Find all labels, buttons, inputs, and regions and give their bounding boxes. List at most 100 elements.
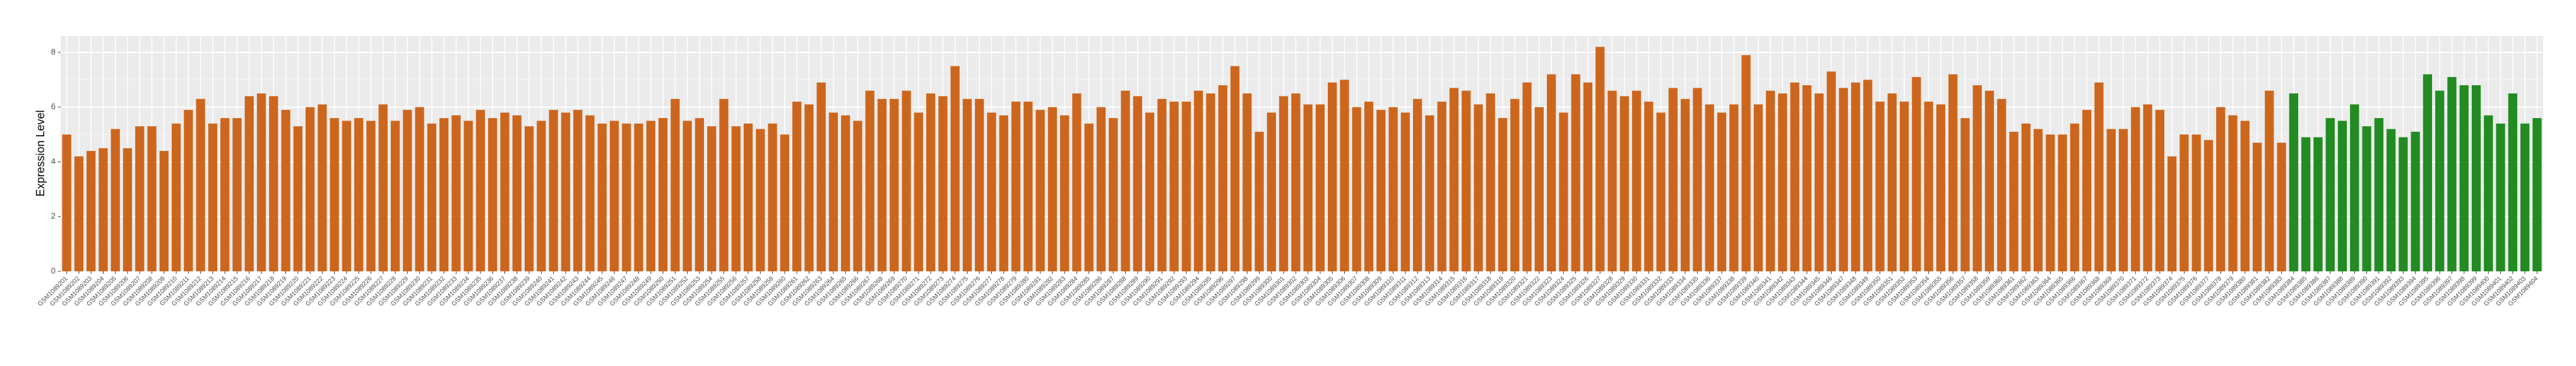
bar <box>342 121 352 271</box>
bar <box>122 148 133 271</box>
bar <box>1546 74 1556 271</box>
bar <box>1400 112 1410 271</box>
bar <box>1583 82 1593 272</box>
bar <box>196 98 205 272</box>
bar <box>1035 110 1045 271</box>
bar <box>780 134 789 271</box>
bar <box>1851 82 1861 272</box>
bar <box>804 104 814 271</box>
bar <box>2374 118 2383 271</box>
bar <box>330 118 339 271</box>
bar <box>2240 121 2250 271</box>
bar <box>1109 118 1118 271</box>
bar <box>86 151 96 271</box>
bar <box>2496 123 2505 271</box>
bar <box>1145 112 1155 271</box>
bar <box>2435 90 2445 271</box>
bar <box>695 118 705 271</box>
bar <box>549 110 558 271</box>
bar <box>2216 107 2226 271</box>
bar <box>2459 85 2469 271</box>
bar <box>1753 104 1763 271</box>
y-tick-label: 0 <box>51 266 56 275</box>
bar <box>1705 104 1714 271</box>
bar <box>1984 90 1995 271</box>
bar <box>2289 93 2299 271</box>
bar <box>1717 112 1727 271</box>
bar <box>743 123 753 271</box>
bar <box>427 123 437 271</box>
bar <box>366 121 376 271</box>
bar <box>1157 98 1167 272</box>
bar <box>98 148 108 271</box>
bar <box>792 102 802 271</box>
bar <box>1376 110 1386 271</box>
bar <box>2471 85 2481 271</box>
y-tick-label: 6 <box>51 102 56 111</box>
bar <box>2386 129 2396 271</box>
bar <box>707 126 717 271</box>
bar <box>658 118 668 271</box>
bar <box>2094 82 2104 272</box>
bar <box>2484 115 2493 271</box>
bar <box>585 115 595 271</box>
bar <box>2228 115 2238 271</box>
bar <box>2277 143 2286 271</box>
bar <box>475 110 486 271</box>
bar <box>1924 102 1933 271</box>
bar <box>1047 107 1058 271</box>
y-tick-label: 2 <box>51 211 56 221</box>
bar <box>1437 102 1446 271</box>
bar <box>1230 66 1240 272</box>
y-tick-label: 8 <box>51 47 56 56</box>
bar <box>1741 55 1751 271</box>
bar <box>2301 137 2311 271</box>
bar <box>147 126 157 271</box>
bar <box>2046 134 2055 271</box>
bar <box>671 98 680 272</box>
bar <box>914 112 923 271</box>
bar <box>1839 88 1848 271</box>
bar <box>890 98 899 272</box>
bar <box>1243 93 1252 271</box>
bar <box>1328 82 1337 272</box>
bar <box>1522 82 1532 272</box>
bar <box>110 129 120 271</box>
bar <box>756 129 765 271</box>
bar <box>865 90 874 271</box>
bar <box>609 121 619 271</box>
bar <box>1887 93 1897 271</box>
bar <box>1011 102 1021 271</box>
bar <box>2252 143 2262 271</box>
bar <box>2325 118 2335 271</box>
bar <box>2399 137 2408 271</box>
bar <box>390 121 400 271</box>
bar <box>451 115 461 271</box>
bar <box>950 66 960 272</box>
bar <box>135 126 145 271</box>
bar <box>500 112 510 271</box>
bar <box>1899 102 1909 271</box>
bar <box>938 96 948 271</box>
bar <box>2191 134 2201 271</box>
bar <box>488 118 498 271</box>
bar <box>378 104 388 271</box>
bar <box>999 115 1008 271</box>
bar <box>1352 107 1361 271</box>
bar <box>853 121 862 271</box>
bar <box>2520 123 2530 271</box>
bar <box>269 96 278 271</box>
bar <box>1486 93 1495 271</box>
bar <box>926 93 936 271</box>
bar <box>841 115 850 271</box>
bar <box>403 110 412 271</box>
bar <box>318 104 327 271</box>
bar <box>1412 98 1422 272</box>
bar <box>1997 98 2007 272</box>
bar <box>2508 93 2517 271</box>
bar <box>74 156 84 271</box>
bar <box>1291 93 1301 271</box>
bar <box>902 90 911 271</box>
bar <box>962 98 972 272</box>
bar <box>573 110 583 271</box>
